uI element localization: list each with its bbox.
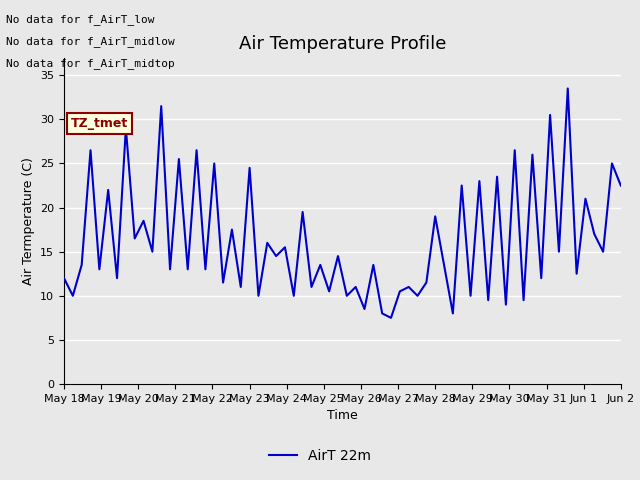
Text: No data for f_AirT_midtop: No data for f_AirT_midtop (6, 58, 175, 69)
Legend: AirT 22m: AirT 22m (264, 443, 376, 468)
Title: Air Temperature Profile: Air Temperature Profile (239, 35, 446, 53)
Text: No data for f_AirT_midlow: No data for f_AirT_midlow (6, 36, 175, 47)
Text: No data for f_AirT_low: No data for f_AirT_low (6, 14, 155, 25)
Text: TZ_tmet: TZ_tmet (71, 117, 128, 130)
X-axis label: Time: Time (327, 409, 358, 422)
Y-axis label: Air Termperature (C): Air Termperature (C) (22, 157, 35, 285)
